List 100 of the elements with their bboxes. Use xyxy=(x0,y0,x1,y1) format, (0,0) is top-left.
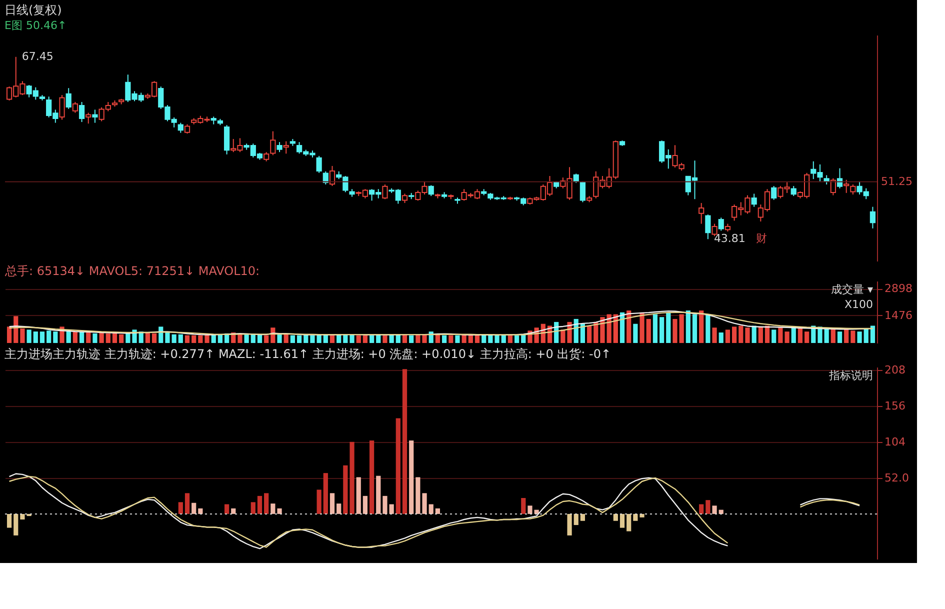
bar xyxy=(640,312,644,343)
candlestick xyxy=(573,173,579,184)
bar xyxy=(362,496,368,514)
bar xyxy=(712,328,717,343)
bar xyxy=(633,324,638,343)
bar xyxy=(804,332,810,343)
candlestick xyxy=(283,140,289,154)
bar xyxy=(692,314,698,343)
bar xyxy=(706,314,710,343)
bar xyxy=(646,318,651,343)
bar xyxy=(6,514,12,528)
y-tick-label: 156 xyxy=(884,399,906,412)
bar xyxy=(369,440,374,514)
bar xyxy=(396,418,400,514)
bar xyxy=(264,493,269,514)
bar xyxy=(560,330,566,343)
candlestick xyxy=(830,178,836,196)
candlestick xyxy=(184,124,190,134)
y-tick-label: 1476 xyxy=(884,308,912,322)
annotation: X100 xyxy=(844,298,873,311)
bar xyxy=(586,326,592,343)
bar xyxy=(119,334,124,343)
bar xyxy=(580,324,586,343)
bar xyxy=(435,334,440,343)
bar xyxy=(178,334,183,343)
bar xyxy=(402,334,408,343)
bar xyxy=(514,335,520,343)
bar xyxy=(20,328,25,343)
candlestick xyxy=(870,206,876,229)
bar xyxy=(389,504,394,514)
bar xyxy=(184,493,190,514)
bar xyxy=(316,490,322,514)
bar xyxy=(580,514,586,521)
bar xyxy=(521,498,526,514)
bar xyxy=(666,312,671,343)
bar xyxy=(350,334,354,343)
bar xyxy=(824,328,829,343)
bar xyxy=(422,493,427,514)
bar xyxy=(250,334,256,343)
bar xyxy=(850,330,856,343)
bar xyxy=(864,328,868,343)
bar xyxy=(323,473,328,514)
bar xyxy=(837,332,842,343)
bar xyxy=(448,335,454,343)
annotation: 财 xyxy=(756,232,767,246)
bar xyxy=(350,442,354,514)
bar xyxy=(567,514,572,536)
bar xyxy=(184,335,190,343)
annotation: 成交量 ▾ xyxy=(830,283,874,296)
bar xyxy=(26,330,32,343)
bar xyxy=(92,333,98,343)
bar xyxy=(416,334,420,343)
bar xyxy=(778,328,783,343)
bar xyxy=(764,326,770,343)
bar xyxy=(250,502,256,514)
bar xyxy=(672,318,678,343)
bar xyxy=(20,514,25,520)
bar xyxy=(192,335,196,343)
bar xyxy=(442,335,447,343)
candlestick xyxy=(329,165,336,187)
bar xyxy=(33,332,38,343)
bar xyxy=(501,335,506,343)
candlestick xyxy=(718,217,724,232)
bar xyxy=(652,314,658,343)
bar xyxy=(145,332,150,343)
bar xyxy=(284,334,288,343)
bar xyxy=(613,514,618,521)
bar xyxy=(626,514,632,532)
candlestick xyxy=(844,179,850,194)
candlestick xyxy=(224,124,230,155)
candlestick xyxy=(276,142,282,153)
bar xyxy=(172,334,176,343)
bar xyxy=(422,334,427,343)
bar xyxy=(356,335,361,343)
bar xyxy=(66,332,71,343)
bar xyxy=(6,326,12,343)
bar xyxy=(620,514,625,528)
bar xyxy=(46,330,52,343)
bar xyxy=(494,335,500,343)
bar xyxy=(382,496,388,514)
bar xyxy=(198,508,203,514)
bar xyxy=(290,335,296,343)
y-tick-label: 208 xyxy=(884,363,906,376)
bar xyxy=(244,334,249,343)
candlestick xyxy=(86,112,92,124)
y-tick-label: 52.0 xyxy=(884,471,909,484)
bar xyxy=(343,334,348,343)
bar xyxy=(362,335,368,343)
bar xyxy=(376,476,381,514)
bar xyxy=(86,332,91,343)
bar xyxy=(633,514,638,521)
bar xyxy=(336,504,342,514)
bar xyxy=(659,317,664,343)
annotation: 67.45 xyxy=(22,50,54,63)
candlestick xyxy=(264,152,270,162)
bar xyxy=(40,332,45,343)
annotation: 43.81 xyxy=(714,232,746,246)
bar xyxy=(126,333,130,343)
bar xyxy=(330,335,335,343)
bar xyxy=(508,335,513,343)
